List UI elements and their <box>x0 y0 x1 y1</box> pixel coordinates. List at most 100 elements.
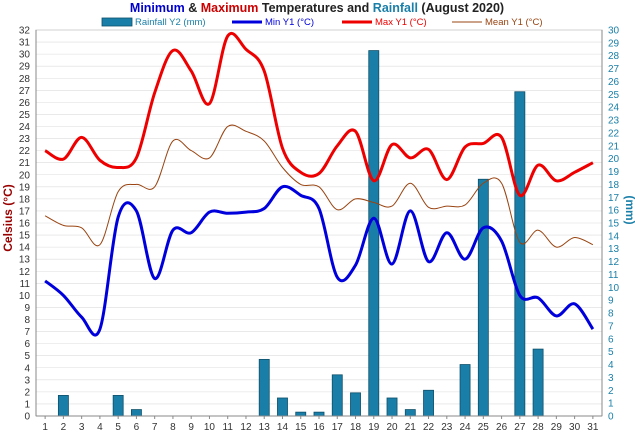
y-right-tick-label: 0 <box>608 412 614 423</box>
legend-item: Min Y1 (°C) <box>232 17 314 28</box>
x-tick-label: 24 <box>460 422 472 433</box>
plot-area <box>35 29 603 417</box>
y-right-tick-label: 20 <box>608 154 620 165</box>
y-right-tick-label: 27 <box>608 64 620 75</box>
y-left-tick-label: 30 <box>19 50 31 61</box>
x-tick-label: 9 <box>188 422 194 433</box>
x-tick-label: 4 <box>97 422 103 433</box>
y-left-tick-label: 7 <box>24 327 30 338</box>
y-right-tick-label: 18 <box>608 180 620 191</box>
rainfall-bar <box>258 358 270 417</box>
y-right-tick-label: 10 <box>608 283 620 294</box>
y-right-tick-label: 7 <box>608 321 614 332</box>
y-axis-left-label: Celsius (°C) <box>1 184 15 251</box>
y-right-tick-label: 11 <box>608 270 619 281</box>
temperature-lines <box>44 31 595 337</box>
y-left-tick-label: 9 <box>24 303 30 314</box>
rainfall-bar <box>386 397 398 417</box>
max-temperature-line <box>44 31 594 197</box>
y-right-tick-label: 21 <box>608 141 620 152</box>
title-part: Minimum <box>130 1 185 15</box>
y-right-tick-label: 26 <box>608 77 620 88</box>
legend-item: Max Y1 (°C) <box>342 17 427 28</box>
x-tick-label: 11 <box>223 422 234 433</box>
y-right-tick-label: 25 <box>608 90 620 101</box>
y-left-tick-label: 1 <box>24 399 30 410</box>
min-temperature-line <box>44 184 595 337</box>
y-right-tick-label: 28 <box>608 51 620 62</box>
x-tick-label: 26 <box>496 422 508 433</box>
y-left-tick-label: 10 <box>19 291 31 302</box>
y-right-tick-label: 13 <box>608 244 620 255</box>
y-right-tick-label: 17 <box>608 193 620 204</box>
rainfall-bar <box>130 409 142 417</box>
x-tick-label: 2 <box>61 422 67 433</box>
y-left-tick-label: 31 <box>19 38 31 49</box>
x-tick-label: 8 <box>170 422 176 433</box>
y-left-tick-label: 2 <box>24 387 30 398</box>
y-left-tick-label: 19 <box>19 182 31 193</box>
legend-label: Max Y1 (°C) <box>375 17 427 28</box>
y-left-tick-label: 23 <box>19 134 31 145</box>
y-right-tick-label: 3 <box>608 373 614 384</box>
y-left-tick-label: 0 <box>24 412 30 423</box>
y-left-tick-label: 16 <box>19 219 31 230</box>
x-tick-label: 20 <box>386 422 398 433</box>
x-tick-label: 15 <box>295 422 307 433</box>
y-left-tick-label: 22 <box>19 146 31 157</box>
y-right-tick-label: 6 <box>608 334 614 345</box>
rainfall-bar <box>514 91 526 417</box>
y-right-tick-label: 24 <box>608 103 620 114</box>
y-left-tick-label: 28 <box>19 74 31 85</box>
y-right-tick-label: 15 <box>608 219 620 230</box>
y-left-tick-label: 3 <box>24 375 30 386</box>
x-tick-label: 5 <box>115 422 121 433</box>
y-right-tick-label: 23 <box>608 116 620 127</box>
y-left-tick-label: 12 <box>19 267 31 278</box>
legend-item: Rainfall Y2 (mm) <box>101 17 206 28</box>
y-right-tick-label: 9 <box>608 296 614 307</box>
x-tick-label: 29 <box>551 422 563 433</box>
y-right-tick-label: 22 <box>608 128 620 139</box>
y-right-tick-label: 2 <box>608 386 614 397</box>
x-tick-label: 10 <box>204 422 216 433</box>
x-tick-label: 6 <box>134 422 140 433</box>
legend-label: Min Y1 (°C) <box>265 17 314 28</box>
y-left-tick-label: 17 <box>19 206 31 217</box>
legend-swatch <box>101 17 133 27</box>
rainfall-bar <box>368 50 380 417</box>
y-right-tick-label: 30 <box>608 26 620 37</box>
y-left-tick-label: 20 <box>19 170 31 181</box>
y-axis-right-label: (mm) <box>623 195 635 224</box>
legend-label: Mean Y1 (°C) <box>485 17 542 28</box>
y-left-tick-label: 14 <box>19 243 31 254</box>
title-part: & <box>185 1 201 15</box>
rainfall-bar <box>57 395 69 417</box>
title-part: Maximum <box>201 1 259 15</box>
y-left-tick-label: 26 <box>19 98 31 109</box>
x-tick-label: 23 <box>441 422 453 433</box>
rainfall-bar <box>112 395 124 417</box>
x-tick-label: 14 <box>277 422 289 433</box>
y-right-tick-label: 8 <box>608 309 614 320</box>
y-left-tick-label: 13 <box>19 255 31 266</box>
rainfall-bar <box>350 392 361 417</box>
x-tick-label: 7 <box>152 422 158 433</box>
y-left-tick-label: 25 <box>19 110 31 121</box>
y-left-tick-label: 11 <box>20 279 31 290</box>
rainfall-bar <box>295 411 307 417</box>
x-tick-label: 16 <box>313 422 325 433</box>
x-tick-label: 21 <box>405 422 417 433</box>
x-tick-label: 28 <box>533 422 545 433</box>
legend-item: Mean Y1 (°C) <box>452 17 542 28</box>
x-tick-label: 13 <box>259 422 271 433</box>
rainfall-bars <box>57 50 544 417</box>
x-tick-label: 18 <box>350 422 362 433</box>
y-right-tick-label: 12 <box>608 257 620 268</box>
y-left-tick-label: 27 <box>19 86 31 97</box>
x-tick-label: 25 <box>478 422 490 433</box>
y-left-tick-label: 29 <box>19 62 31 73</box>
chart-title: Minimum & Maximum Temperatures and Rainf… <box>130 1 504 15</box>
y-left-tick-label: 18 <box>19 194 31 205</box>
